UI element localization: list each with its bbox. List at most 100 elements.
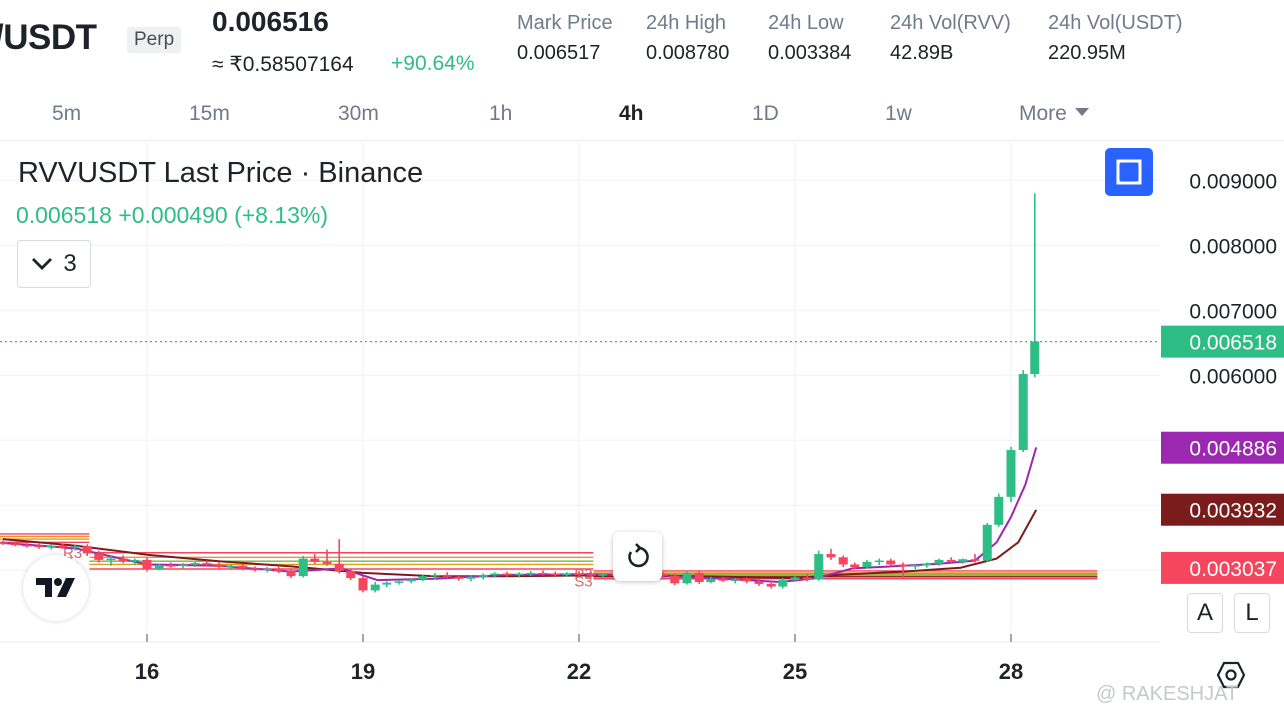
candle [274, 567, 284, 573]
candle-body [826, 554, 836, 558]
candle-body [526, 572, 536, 575]
chevron-down-icon [32, 258, 53, 270]
candle-body [466, 576, 476, 579]
candle [370, 582, 380, 593]
candle [190, 561, 200, 568]
candle [910, 563, 920, 569]
x-axis-tick-label: 28 [999, 659, 1023, 684]
log-scale-button[interactable]: L [1234, 593, 1270, 633]
indicator-count: 3 [63, 250, 77, 277]
candle-body [190, 563, 200, 565]
candle [982, 522, 992, 562]
watermark: @ RAKESHJAT [1096, 683, 1239, 705]
candle [382, 581, 392, 588]
candle [1018, 370, 1028, 452]
candle [742, 577, 752, 584]
candle [34, 543, 44, 549]
price-chart[interactable]: R3PS1P3S30.0090000.0080000.0070000.00600… [0, 140, 1284, 720]
tradingview-logo[interactable] [23, 555, 89, 621]
candle-body [514, 573, 524, 576]
y-axis-tick-label: 0.008000 [1189, 235, 1277, 258]
candle-body [94, 553, 104, 560]
candle-body [118, 558, 128, 562]
inr-price: ≈ ₹0.58507164 [212, 53, 354, 76]
candle [466, 575, 476, 582]
timeframe-1d[interactable]: 1D [752, 102, 779, 125]
timeframe-15m[interactable]: 15m [189, 102, 230, 125]
candle [238, 563, 248, 571]
candle-body [406, 579, 416, 582]
candle [94, 550, 104, 563]
candle [418, 574, 428, 582]
candle-body [910, 565, 920, 567]
timeframe-4h[interactable]: 4h [619, 102, 644, 125]
fullscreen-button[interactable] [1105, 148, 1153, 196]
candle [706, 576, 716, 584]
price-tag: 0.003932 [1161, 493, 1284, 526]
reset-chart-button[interactable] [613, 532, 662, 581]
price-tag-label: 0.003932 [1189, 500, 1277, 523]
candle [550, 571, 560, 577]
candle [730, 578, 740, 584]
stat-label: 24h High [646, 12, 727, 34]
timeframe-30m[interactable]: 30m [338, 102, 379, 125]
candle [790, 576, 800, 582]
candle-body [538, 572, 548, 575]
candle-body [742, 579, 752, 582]
candle [898, 562, 908, 579]
settings-icon[interactable] [1216, 660, 1246, 690]
candle [70, 544, 80, 551]
candle [130, 558, 140, 566]
candle [10, 541, 20, 547]
candle-body [394, 581, 404, 583]
candle-body [70, 546, 80, 548]
candle-body [226, 565, 236, 568]
price-tag-background [1161, 493, 1284, 526]
candle-body [46, 545, 56, 548]
candle [562, 572, 572, 577]
y-axis-tick-label: 0.007000 [1189, 300, 1277, 323]
candle-body [850, 564, 860, 568]
stat-value: 220.95M [1048, 42, 1126, 64]
candle-body [922, 563, 932, 566]
y-axis-tick-label: 0.006000 [1189, 365, 1277, 388]
stat-label: 24h Low [768, 12, 844, 34]
candle-body [238, 565, 248, 569]
candle [22, 543, 32, 548]
stat-label: 24h Vol(RVV) [890, 12, 1011, 34]
candle [754, 579, 764, 586]
candle [670, 573, 680, 586]
candle-body [694, 572, 704, 582]
candle-body [970, 559, 980, 561]
candle-body [58, 545, 68, 548]
timeframe-5m[interactable]: 5m [52, 102, 82, 125]
candle-body [382, 582, 392, 585]
candle [358, 576, 368, 593]
indicator-toggle-button[interactable]: 3 [17, 240, 91, 288]
timeframe-1h[interactable]: 1h [489, 102, 513, 125]
candle [1030, 193, 1040, 378]
reset-icon [628, 543, 649, 568]
candle-body [718, 578, 728, 581]
candle-body [898, 564, 908, 567]
price-tag-background [1161, 325, 1284, 358]
candle-body [598, 574, 608, 576]
candle-body [934, 559, 944, 564]
candle [286, 569, 296, 579]
candle [1006, 446, 1016, 503]
candle [82, 544, 92, 556]
auto-scale-button[interactable]: A [1187, 593, 1223, 633]
candle-body [346, 570, 356, 579]
pair-symbol[interactable]: /USDT [0, 18, 97, 57]
timeframe-more[interactable]: More [1019, 102, 1089, 126]
timeframe-1w[interactable]: 1w [885, 102, 912, 125]
candle-body [586, 574, 596, 576]
pivot-label: S3 [574, 574, 592, 591]
candle [862, 559, 872, 569]
more-label: More [1019, 102, 1067, 125]
candle-body [358, 578, 368, 591]
candle [682, 571, 692, 585]
tradingview-logo-icon [36, 578, 75, 597]
candle [802, 574, 812, 582]
candle [526, 570, 536, 577]
